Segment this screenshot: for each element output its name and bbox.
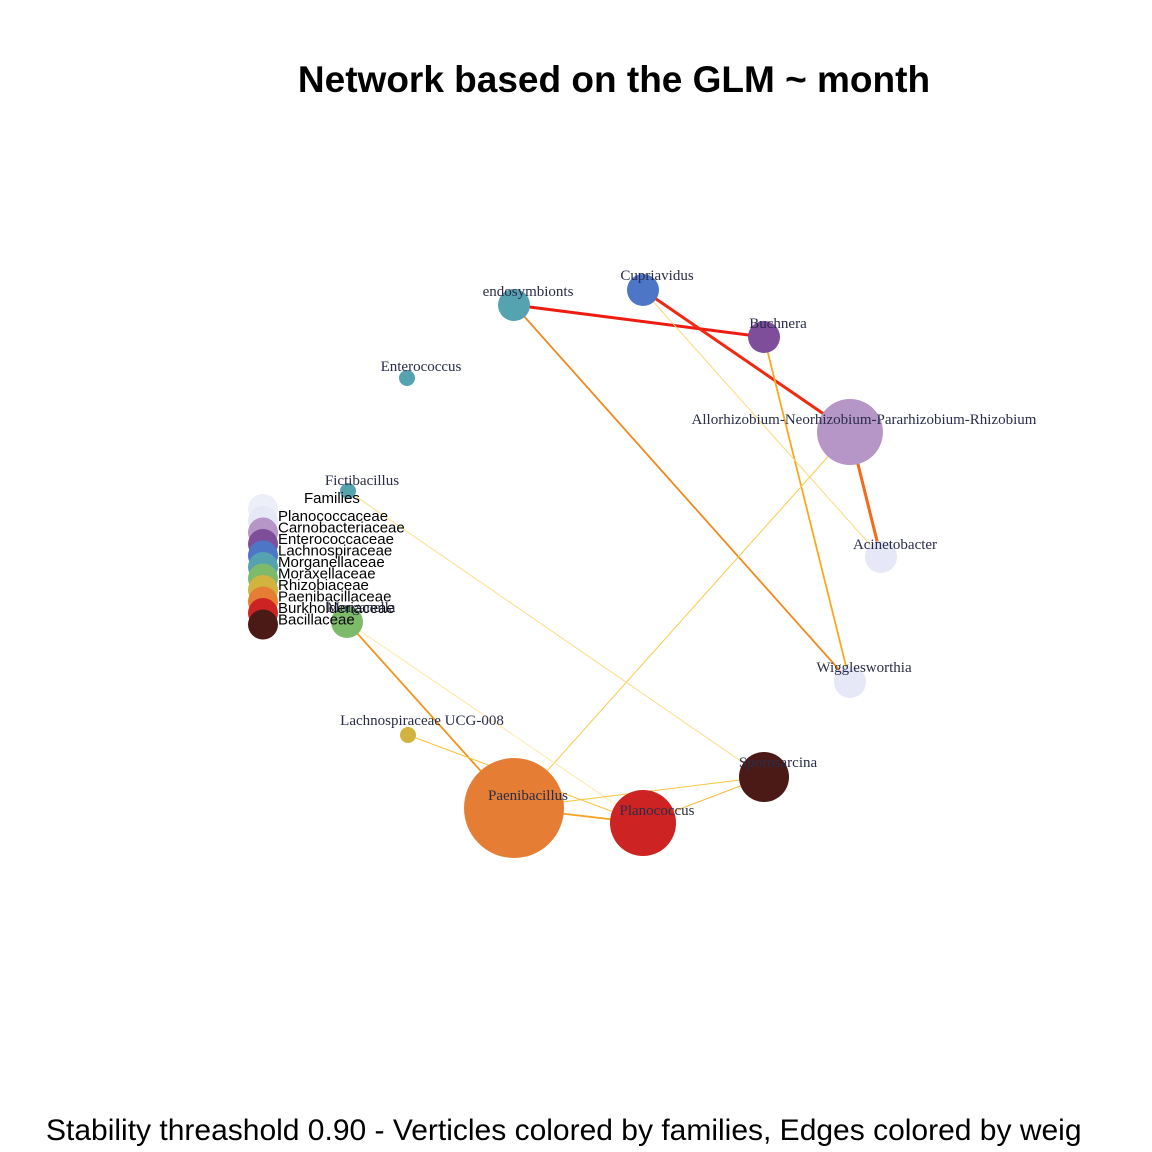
node-label-paenibacillus: Paenibacillus — [488, 788, 568, 804]
node-planococcus — [610, 790, 676, 856]
label-layer: endosymbionts Cupriavidus Buchnera Enteroco… — [325, 268, 1037, 819]
legend-item-label: Moraxellaceae — [278, 566, 376, 583]
figure-caption: Stability threashold 0.90 - Verticles co… — [46, 1114, 1082, 1147]
legend-item-label: Bacillaceae — [278, 612, 355, 629]
legend-item-label: Planococcaceae — [278, 508, 388, 525]
node-cupriavidus — [627, 274, 659, 306]
legend-item-label: Carnobacteriaceae — [278, 520, 405, 537]
edge-morganella-planococcus — [346, 621, 644, 824]
edge-endosymbionts-wigglesworthia — [513, 304, 851, 683]
node-fictibacillus — [340, 483, 356, 499]
node-lachnospiraceae — [400, 727, 416, 743]
legend-item-label: Morganellaceae — [278, 554, 385, 571]
legend-swatch — [248, 609, 278, 640]
node-endosymbionts — [498, 289, 530, 321]
node-label-wigglesworthia: Wigglesworthia — [816, 660, 912, 676]
node-buchnera — [748, 321, 780, 353]
edge-cupriavidus-acinetobacter — [642, 289, 882, 558]
edge-allorhizobium-paenibacillus — [513, 431, 851, 809]
node-label-buchnera: Buchnera — [749, 316, 807, 332]
node-enterococcus — [399, 370, 415, 386]
node-sporosarcina — [739, 752, 789, 802]
node-morganella — [331, 606, 363, 638]
node-acinetobacter — [865, 541, 897, 573]
edge-buchnera-wigglesworthia — [763, 336, 851, 683]
legend-title: Families — [304, 490, 360, 507]
node-label-acinetobacter: Acinetobacter — [853, 537, 937, 553]
node-label-fictibacillus: Fictibacillus — [325, 473, 399, 489]
legend-item-label: Paenibacillaceae — [278, 589, 391, 606]
node-label-allorhizobium: Allorhizobium-Neorhizobium-Pararhizobium… — [692, 412, 1037, 428]
edge-cupriavidus-allorhizobium — [642, 288, 851, 434]
node-layer — [331, 274, 897, 858]
node-allorhizobium — [817, 399, 883, 465]
legend-item-label: Rhizobiaceae — [278, 577, 369, 594]
legend-item-label: Lachnospiraceae — [278, 543, 392, 560]
edge-endosymbionts-buchnera — [513, 303, 765, 339]
node-label-lachnospiraceae: Lachnospiraceae UCG-008 — [340, 713, 504, 729]
node-label-endosymbionts: endosymbionts — [483, 284, 574, 300]
legend-item-label: Burkholderiaceae — [278, 600, 395, 617]
node-wigglesworthia — [834, 666, 866, 698]
node-label-enterococcus: Enterococcus — [381, 359, 462, 375]
figure-title: Network based on the GLM ~ month — [298, 59, 930, 100]
node-label-sporosarcina: Sporosarcina — [739, 755, 818, 771]
legend-item-label: Enterococcaceae — [278, 531, 394, 548]
edge-fictibacillus-sporosarcina — [347, 490, 765, 778]
node-paenibacillus — [464, 758, 564, 858]
node-label-cupriavidus: Cupriavidus — [620, 268, 693, 284]
node-label-planococcus: Planococcus — [620, 803, 695, 819]
node-label-morganella: Morganella — [327, 600, 396, 616]
legend: Families PlanococcaceaeCarnobacteriaceae… — [248, 490, 405, 640]
